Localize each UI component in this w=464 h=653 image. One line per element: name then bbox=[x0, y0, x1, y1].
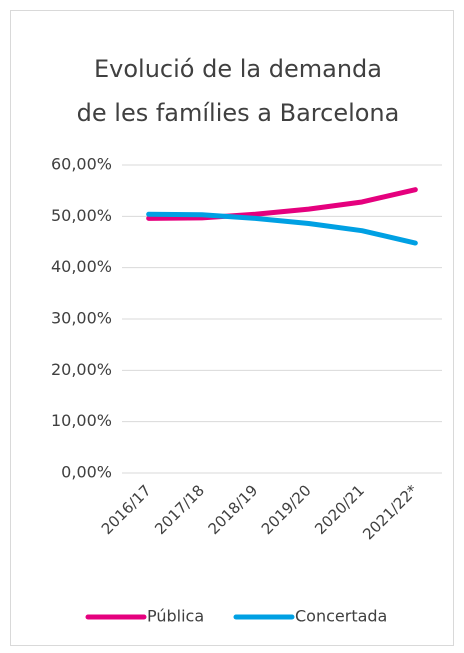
y-tick-label: 60,00% bbox=[51, 155, 112, 174]
chart-border bbox=[10, 10, 454, 646]
line-series bbox=[146, 211, 418, 246]
y-tick-label: 30,00% bbox=[51, 309, 112, 328]
y-tick-label: 20,00% bbox=[51, 360, 112, 379]
chart-title: Evolució de la demanda bbox=[94, 55, 382, 83]
y-tick-label: 0,00% bbox=[61, 463, 112, 482]
chart-title: de les famílies a Barcelona bbox=[77, 99, 400, 127]
y-tick-label: 50,00% bbox=[51, 206, 112, 225]
legend-label: Concertada bbox=[295, 607, 387, 626]
y-tick-label: 10,00% bbox=[51, 411, 112, 430]
line-series bbox=[146, 187, 418, 221]
legend-label: Pública bbox=[147, 607, 204, 626]
y-tick-label: 40,00% bbox=[51, 257, 112, 276]
